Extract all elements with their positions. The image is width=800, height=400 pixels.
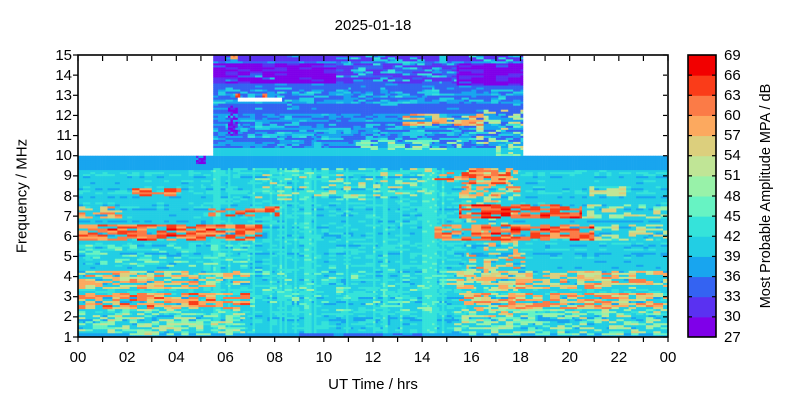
colorbar-tick-label: 54 [724,147,741,165]
colorbar-tick-label: 30 [724,308,741,326]
y-tick-label: 15 [55,46,72,64]
x-tick-label: 14 [413,349,431,366]
y-tick-label: 3 [63,288,72,306]
x-tick-label: 18 [512,349,529,366]
x-tick-label: 22 [610,349,628,366]
x-tick-label: 10 [315,349,333,366]
heatmap-canvas [78,55,668,337]
y-tick-label: 13 [55,86,72,104]
colorbar-tick-label: 39 [724,247,741,265]
colorbar-tick-label: 63 [724,86,741,104]
colorbar-tick-label: 66 [724,66,741,84]
y-tick-label: 4 [63,268,72,286]
y-tick-label: 6 [63,227,72,245]
x-tick-label: 08 [266,349,283,366]
colorbar-tick-label: 36 [724,268,741,286]
colorbar-tick-label: 57 [724,127,741,145]
x-tick-label: 00 [659,349,677,366]
colorbar-tick-label: 60 [724,106,741,124]
y-tick-label: 8 [63,187,72,205]
colorbar-tick-label: 69 [724,46,741,64]
y-tick-label: 12 [55,106,72,124]
x-tick-label: 02 [118,349,136,366]
colorbar-tick-label: 33 [724,288,741,306]
colorbar-tick-label: 27 [724,328,741,346]
y-tick-label: 2 [63,308,72,326]
colorbar-tick-label: 48 [724,187,741,205]
x-axis-label: UT Time / hrs [328,376,418,393]
x-tick-label: 00 [69,349,87,366]
x-tick-label: 04 [167,349,185,366]
colorbar-label: Most Probable Amplitude MPA / dB [758,83,774,309]
x-tick-label: 16 [462,349,480,366]
x-tick-label: 06 [217,349,234,366]
colorbar-tick-label: 45 [724,207,741,225]
y-tick-label: 9 [63,167,72,185]
y-tick-label: 10 [55,147,72,165]
colorbar-tick-label: 42 [724,227,741,245]
x-tick-label: 20 [561,349,578,366]
y-tick-label: 7 [63,207,72,225]
x-tick-label: 12 [364,349,382,366]
y-tick-label: 5 [63,247,72,265]
y-tick-label: 1 [63,328,72,346]
colorbar-tick-label: 51 [724,167,741,185]
figure-title: 2025-01-18 [334,17,412,34]
y-tick-label: 11 [56,127,72,145]
y-tick-label: 14 [55,66,72,84]
